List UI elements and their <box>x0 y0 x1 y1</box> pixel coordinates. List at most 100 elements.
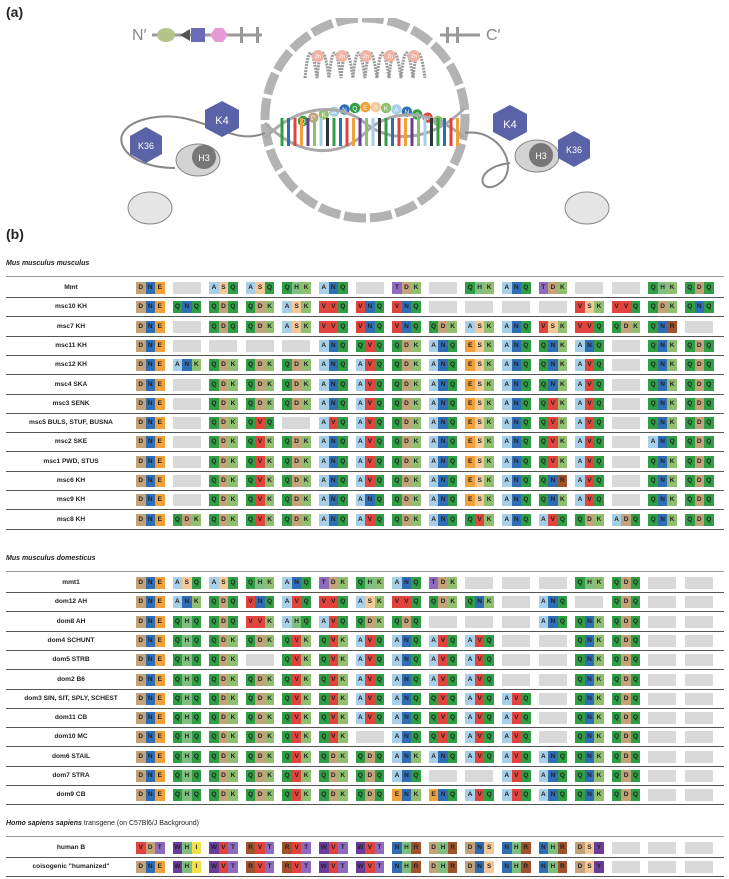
residue-cell: S <box>584 861 595 874</box>
residue-cell: K <box>484 282 494 294</box>
residue-cell: V <box>328 596 338 609</box>
empty-finger-cell <box>538 634 567 647</box>
residue-cell: A <box>502 455 512 468</box>
residue-cell: N <box>657 359 668 372</box>
residue-cell: E <box>465 359 475 372</box>
k4-mark-right-icon <box>493 105 527 141</box>
residue-cell: D <box>621 789 631 802</box>
residue-cell: Q <box>374 673 385 686</box>
residue-cell: Q <box>301 577 311 589</box>
residue-cell: V <box>255 513 265 526</box>
residue-cell: A <box>502 770 512 782</box>
residue-cell: V <box>511 789 521 802</box>
residue-cell: Q <box>392 475 402 487</box>
residue-cell: D <box>621 673 631 686</box>
residue-cell: A <box>575 475 585 487</box>
residue-cell: D <box>136 596 146 609</box>
residue-cell: V <box>401 596 412 609</box>
residue-cell: N <box>657 475 668 487</box>
residue-cell: D <box>621 513 631 526</box>
residue-cell: T <box>228 861 238 874</box>
residue-cell: D <box>291 455 302 468</box>
residue-cell: V <box>255 494 265 507</box>
residue-cell: N <box>584 750 595 763</box>
residue-cell: N <box>145 731 155 744</box>
residue-cell: Q <box>411 712 421 725</box>
residue-cell: E <box>155 789 165 802</box>
residue-cell: Q <box>521 339 531 352</box>
residue-cell: D <box>584 513 595 526</box>
residue-cell: Q <box>209 359 219 372</box>
residue-cell: Q <box>648 397 658 410</box>
residue-cell: Q <box>484 789 494 802</box>
residue-cell: D <box>401 397 412 410</box>
residue-cell: N <box>548 789 558 802</box>
residue-cell: Q <box>411 692 421 705</box>
residue-cell: D <box>401 378 412 391</box>
residue-cell: D <box>136 770 146 782</box>
residue-cell: Q <box>538 359 549 372</box>
residue-cell: K <box>301 712 311 725</box>
residue-cell: Q <box>374 397 385 410</box>
row-divider <box>6 876 724 878</box>
residue-cell: N <box>584 654 595 667</box>
residue-cell: N <box>145 282 155 294</box>
residue-cell: K <box>667 359 677 372</box>
residue-cell: A <box>355 359 366 372</box>
residue-cell: Q <box>301 615 311 628</box>
residue-cell: Q <box>245 712 256 725</box>
residue-cell: D <box>255 731 265 744</box>
residue-cell: D <box>255 378 265 391</box>
residue-cell: N <box>511 320 521 333</box>
residue-cell: Q <box>209 770 219 782</box>
residue-cell: Q <box>411 320 421 333</box>
residue-cell: A <box>172 577 183 589</box>
empty-finger-cell <box>648 731 677 744</box>
residue-cell: Q <box>374 339 385 352</box>
residue-cell: Q <box>411 577 421 589</box>
residue-cell: N <box>548 475 558 487</box>
empty-finger-cell <box>685 673 713 686</box>
residue-cell: Q <box>264 282 275 294</box>
residue-cell: Q <box>447 692 458 705</box>
residue-cell: T <box>301 861 311 874</box>
svg-text:Zn: Zn <box>411 54 417 60</box>
row-divider <box>6 451 724 453</box>
residue-cell: N <box>511 513 521 526</box>
residue-cell: V <box>255 475 265 487</box>
residue-cell: N <box>145 320 155 333</box>
residue-cell: H <box>182 861 192 874</box>
residue-cell: D <box>218 615 229 628</box>
residue-cell: Q <box>172 634 183 647</box>
dna-helix <box>263 106 467 153</box>
residue-cell: Q <box>282 750 292 763</box>
residue-cell: K <box>411 513 421 526</box>
residue-cell: N <box>657 378 668 391</box>
residue-cell: Q <box>611 654 622 667</box>
residue-cell: V <box>355 301 366 314</box>
residue-cell: Q <box>209 436 219 449</box>
residue-cell: H <box>182 770 192 782</box>
residue-cell: Q <box>282 359 292 372</box>
residue-cell: Q <box>374 455 385 468</box>
residue-cell: K <box>667 475 677 487</box>
residue-cell: D <box>621 596 631 609</box>
residue-cell: K <box>484 513 494 526</box>
empty-finger-cell <box>611 339 640 352</box>
residue-cell: D <box>438 320 448 333</box>
residue-cell: V <box>291 654 302 667</box>
residue-cell: Q <box>538 436 549 449</box>
residue-cell: N <box>538 861 549 874</box>
residue-cell: A <box>392 654 402 667</box>
residue-cell: N <box>328 475 338 487</box>
residue-cell: E <box>155 494 165 507</box>
residue-cell: Q <box>611 692 622 705</box>
residue-cell: W <box>209 842 219 854</box>
residue-cell: N <box>182 596 192 609</box>
section-divider <box>6 571 724 572</box>
residue-cell: N <box>401 634 412 647</box>
residue-cell: S <box>474 378 485 391</box>
row-label: dom7 STRA <box>52 772 90 779</box>
row-label: msc7 KH <box>56 322 86 330</box>
residue-cell: N <box>438 494 448 507</box>
